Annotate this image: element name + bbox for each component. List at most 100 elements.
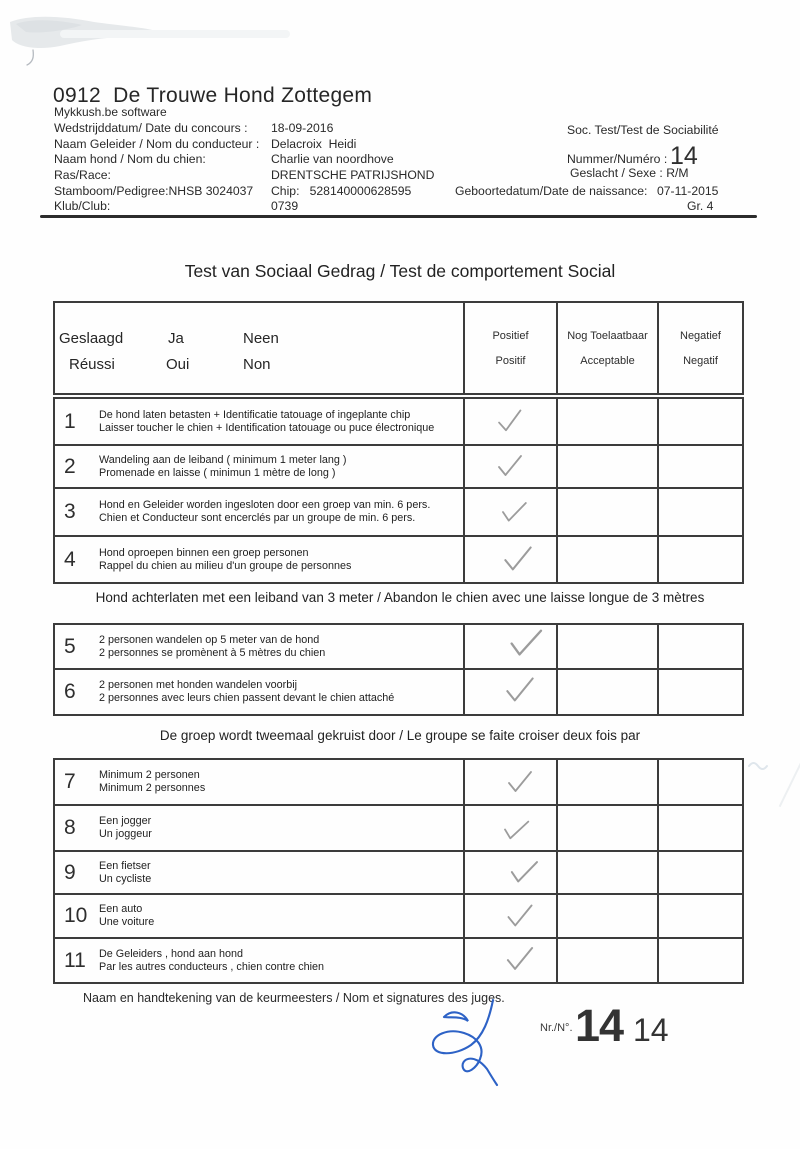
negatief-label-fr: Negatif: [683, 354, 718, 367]
negatief-cell: [657, 489, 742, 535]
club-title: 0912 De Trouwe Hond Zottegem: [53, 84, 373, 107]
test-row-5: 5 2 personen wandelen op 5 meter van de …: [55, 625, 742, 670]
positief-cell: [463, 806, 556, 850]
document-title: Test van Sociaal Gedrag / Test de compor…: [184, 261, 616, 281]
software-credit: Mykkush.be software: [54, 105, 167, 119]
row-text-nl: Wandeling aan de leiband ( minimum 1 met…: [99, 453, 347, 466]
checkmark-icon: [498, 409, 522, 432]
row-number: 2: [64, 454, 76, 478]
field-value-wedstrijddatum: 18-09-2016: [271, 121, 334, 135]
scan-artifact-mark: [26, 49, 34, 66]
positief-cell: [463, 399, 556, 444]
row-number: 8: [64, 816, 76, 839]
checkmark-icon: [510, 629, 543, 656]
legend-oui: Oui: [166, 356, 190, 373]
negatief-cell: [657, 760, 742, 804]
toelaatbaar-label-nl: Nog Toelaatbaar: [567, 329, 648, 342]
nr-value-print: 14: [575, 1000, 624, 1051]
row-number: 11: [64, 948, 86, 972]
row-text-nl: Een auto: [99, 903, 143, 916]
field-label-wedstrijddatum: Wedstrijddatum/ Date du concours :: [54, 121, 248, 135]
checkmark-icon: [504, 820, 530, 840]
test-row-3: 3 Hond en Geleider worden ingesloten doo…: [55, 489, 742, 537]
negatief-label-nl: Negatief: [680, 329, 721, 342]
test-row-1: 1 De hond laten betasten + Identificatie…: [55, 399, 742, 446]
scan-artifact-tilde: [748, 762, 768, 770]
row-number: 7: [64, 770, 76, 793]
row-text-nl: De hond laten betasten + Identificatie t…: [99, 408, 411, 421]
test-row-6: 6 2 personen met honden wandelen voorbij…: [55, 670, 742, 714]
positief-cell: [463, 670, 556, 714]
test-row-8: 8 Een jogger Un joggeur: [55, 806, 742, 852]
score-header-box: Geslaagd Réussi Ja Oui Neen Non Positief…: [53, 301, 744, 395]
scan-artifact-streak: [60, 30, 290, 38]
negatief-cell: [657, 895, 742, 937]
toelaatbaar-cell: [556, 670, 657, 714]
row-number: 10: [64, 904, 88, 927]
toelaatbaar-cell: [556, 760, 657, 804]
test-row-10: 10 Een auto Une voiture: [55, 895, 742, 939]
test-row-7: 7 Minimum 2 personen Minimum 2 personnes: [55, 760, 742, 806]
field-label-ras: Ras/Race:: [54, 168, 111, 182]
test-row-4: 4 Hond oproepen binnen een groep persone…: [55, 537, 742, 582]
toelaatbaar-cell: [556, 537, 657, 582]
toelaatbaar-cell: [556, 489, 657, 535]
field-value-klub: 0739: [271, 199, 299, 213]
result-legend-cell: Geslaagd Réussi Ja Oui Neen Non: [55, 303, 463, 393]
positief-cell: [463, 489, 556, 535]
positief-cell: [463, 760, 556, 804]
positief-header-cell: Positief Positif: [463, 303, 556, 393]
legend-reussi: Réussi: [69, 356, 115, 373]
positief-cell: [463, 625, 556, 668]
field-value-hond: Charlie van noordhove: [271, 152, 394, 166]
row-text-fr: 2 personnes se promènent à 5 mètres du c…: [99, 646, 326, 659]
test-block-1: 1 De hond laten betasten + Identificatie…: [53, 397, 744, 584]
legend-neen: Neen: [243, 330, 279, 347]
header-divider: [40, 215, 757, 218]
row-number: 4: [64, 547, 76, 571]
negatief-cell: [657, 806, 742, 850]
row-text-fr: 2 personnes avec leurs chien passent dev…: [99, 692, 395, 704]
judge-signature: [431, 998, 499, 1087]
geboortedatum-value: 07-11-2015: [657, 184, 719, 198]
negatief-cell: [657, 625, 742, 668]
row-text-nl: Hond en Geleider worden ingesloten door …: [99, 499, 431, 512]
positief-cell: [463, 537, 556, 582]
test-block-3: 7 Minimum 2 personen Minimum 2 personnes …: [53, 758, 744, 984]
row-number: 5: [64, 634, 76, 658]
checkmark-icon: [498, 455, 522, 476]
field-label-geleider: Naam Geleider / Nom du conducteur :: [54, 137, 260, 151]
checkmark-icon: [507, 904, 533, 927]
row-text-nl: Een fietser: [99, 859, 151, 872]
section-title-2: De groep wordt tweemaal gekruist door / …: [159, 728, 641, 743]
toelaatbaar-cell: [556, 446, 657, 487]
field-label-hond: Naam hond / Nom du chien:: [54, 152, 206, 166]
groep-line: Gr. 4: [687, 199, 714, 213]
positief-cell: [463, 446, 556, 487]
toelaatbaar-header-cell: Nog Toelaatbaar Acceptable: [556, 303, 657, 393]
toelaatbaar-cell: [556, 939, 657, 982]
negatief-cell: [657, 939, 742, 982]
nummer-label: Nummer/Numéro :: [567, 152, 668, 166]
positief-cell: [463, 939, 556, 982]
checkmark-icon: [510, 861, 539, 883]
negatief-cell: [657, 399, 742, 444]
row-text-nl: Hond oproepen binnen een groep personen: [99, 546, 309, 559]
positief-label-fr: Positif: [495, 354, 526, 367]
nr-label: Nr./N°.: [540, 1022, 573, 1034]
row-number: 1: [64, 409, 76, 433]
checkmark-icon: [508, 771, 532, 792]
toelaatbaar-cell: [556, 625, 657, 668]
test-row-9: 9 Een fietser Un cycliste: [55, 852, 742, 895]
legend-non: Non: [243, 356, 271, 373]
row-text-fr: Promenade en laisse ( minimun 1 mètre de…: [99, 466, 336, 479]
section-title-1: Hond achterlaten met een leiband van 3 m…: [95, 590, 705, 605]
row-number: 3: [64, 500, 76, 523]
judges-signature-label: Naam en handtekening van de keurmeesters…: [83, 991, 505, 1005]
row-text-nl: 2 personen wandelen op 5 meter van de ho…: [99, 633, 320, 646]
field-label-klub: Klub/Club:: [54, 199, 111, 213]
toelaatbaar-cell: [556, 399, 657, 444]
row-text-fr: Laisser toucher le chien + Identificatio…: [99, 421, 435, 434]
toelaatbaar-label-fr: Acceptable: [580, 354, 635, 367]
negatief-cell: [657, 537, 742, 582]
